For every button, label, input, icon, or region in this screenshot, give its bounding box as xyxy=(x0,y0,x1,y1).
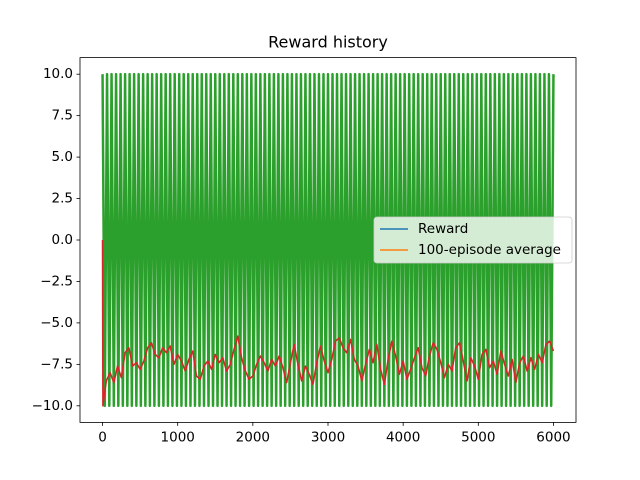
y-tick-label: 5.0 xyxy=(52,149,73,165)
series-line xyxy=(101,239,555,407)
x-tick-label: 2000 xyxy=(236,429,270,445)
series-line xyxy=(101,72,555,408)
y-tick-label: −5.0 xyxy=(40,315,73,331)
x-tick-label: 6000 xyxy=(536,429,570,445)
legend-label: 100-episode average xyxy=(418,242,561,258)
x-tick-label: 0 xyxy=(98,429,107,445)
legend-box xyxy=(373,216,573,264)
y-tick-label: −10.0 xyxy=(32,398,73,414)
y-tick-label: 7.5 xyxy=(52,108,73,124)
x-tick-label: 5000 xyxy=(461,429,495,445)
legend-label: Reward xyxy=(418,221,468,237)
x-tick-label: 4000 xyxy=(386,429,420,445)
y-tick-label: 10.0 xyxy=(43,66,73,82)
x-tick-label: 3000 xyxy=(311,429,345,445)
y-tick-label: −7.5 xyxy=(40,356,73,372)
x-tick-label: 1000 xyxy=(161,429,195,445)
chart-title: Reward history xyxy=(268,33,388,52)
y-tick-label: −2.5 xyxy=(40,273,73,289)
y-tick-label: 2.5 xyxy=(52,191,73,207)
y-tick-label: 0.0 xyxy=(52,232,73,248)
